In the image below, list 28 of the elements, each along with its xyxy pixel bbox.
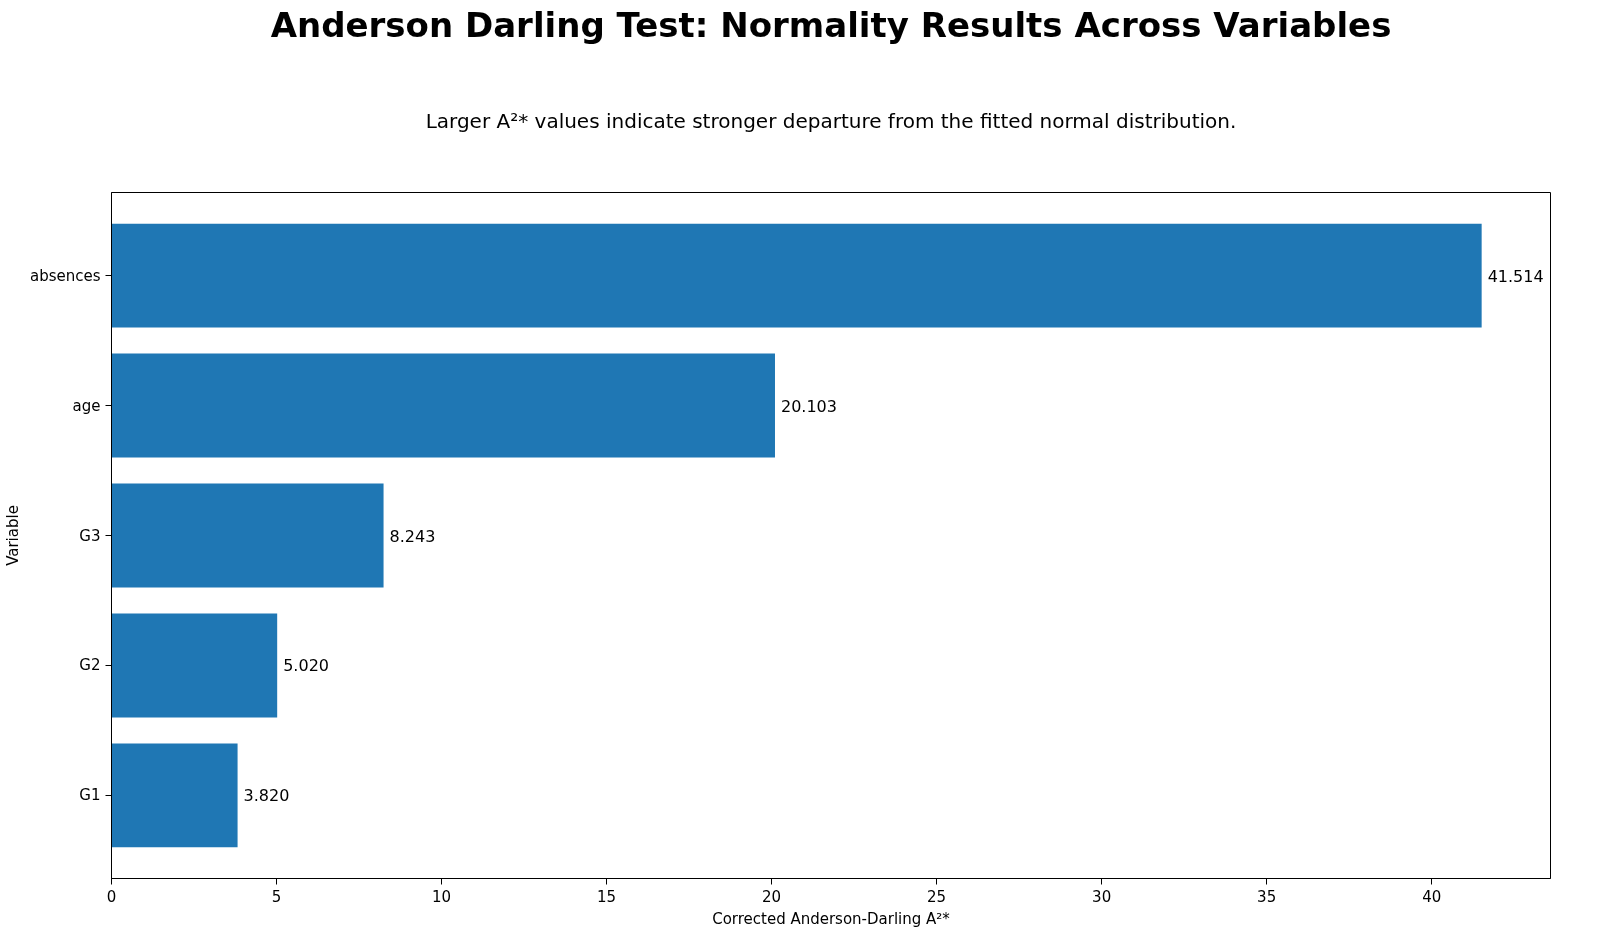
x-tick-label: 5 — [271, 887, 282, 906]
x-tick-label: 25 — [927, 887, 947, 906]
y-tick-label: G1 — [79, 786, 101, 805]
y-tick-label: age — [72, 396, 101, 415]
x-axis-title: Corrected Anderson-Darling A²* — [712, 909, 951, 928]
x-tick-label: 40 — [1422, 887, 1442, 906]
chart-title: Anderson Darling Test: Normality Results Across Variables — [270, 4, 1392, 45]
chart-subtitle: Larger A²* values indicate stronger departure from the fitted normal distribution. — [425, 108, 1237, 133]
bar — [111, 353, 775, 458]
bar — [111, 743, 238, 848]
y-tick-label: G2 — [79, 656, 101, 675]
bar — [111, 483, 384, 588]
x-tick-label: 35 — [1257, 887, 1277, 906]
y-axis-title: Variable — [3, 505, 22, 566]
bar — [111, 223, 1482, 328]
bar — [111, 613, 278, 718]
x-tick-label: 30 — [1092, 887, 1112, 906]
x-tick-label: 0 — [106, 887, 117, 906]
data-label: 5.020 — [283, 656, 329, 676]
data-label: 8.243 — [389, 526, 436, 546]
x-tick-label: 10 — [432, 887, 452, 906]
y-tick-label: G3 — [79, 526, 101, 545]
y-tick-label: absences — [29, 266, 101, 285]
data-label: 3.820 — [243, 786, 290, 806]
x-tick-label: 15 — [597, 887, 617, 906]
data-label: 41.514 — [1487, 266, 1544, 286]
data-label: 20.103 — [780, 396, 837, 416]
x-tick-label: 20 — [762, 887, 782, 906]
